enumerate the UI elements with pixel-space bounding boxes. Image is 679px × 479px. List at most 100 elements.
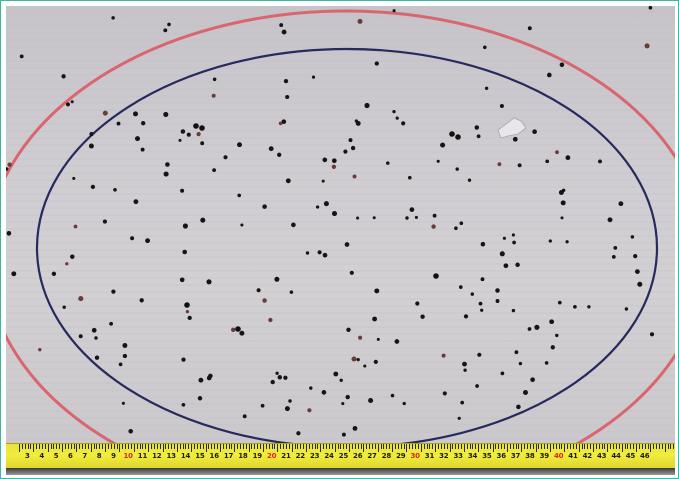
tape-tick — [90, 444, 92, 452]
tape-tick — [420, 444, 422, 452]
outer-red-ring — [6, 9, 675, 475]
tape-tick — [205, 444, 207, 452]
tape-minor-tick — [354, 444, 356, 449]
pellet-hole — [268, 146, 274, 152]
pellet-hole — [111, 16, 115, 20]
tape-minor-tick — [208, 444, 210, 449]
tape-minor-tick — [182, 444, 184, 449]
tape-tick — [219, 444, 221, 452]
tape-minor-tick — [194, 444, 196, 449]
pellet-hole — [130, 236, 135, 241]
tape-minor-tick — [472, 444, 474, 449]
pellet-hole — [454, 226, 458, 230]
pellet-hole — [357, 18, 363, 24]
pellet-hole — [277, 152, 282, 157]
tape-minor-tick — [202, 444, 204, 449]
pellet-hole — [474, 125, 480, 130]
pellet-hole — [458, 285, 463, 289]
pellet-hole — [565, 240, 569, 244]
pellet-hole — [230, 327, 236, 333]
tape-minor-tick — [44, 444, 46, 449]
tape-minor-tick — [475, 444, 477, 449]
pellet-hole — [611, 255, 616, 259]
tape-minor-tick — [633, 444, 635, 449]
pellet-hole — [478, 301, 483, 306]
pellet-hole — [78, 296, 84, 302]
tape-minor-tick — [122, 444, 124, 449]
tape-tick — [406, 444, 408, 452]
tape-minor-tick — [27, 444, 29, 449]
pellet-hole — [132, 111, 139, 117]
tape-minor-tick — [581, 444, 583, 449]
tape-minor-tick — [323, 444, 325, 449]
pellet-hole — [73, 224, 78, 229]
pellet-hole — [503, 263, 509, 269]
tape-minor-tick — [268, 444, 270, 449]
tape-minor-tick — [156, 444, 158, 449]
tape-tick — [262, 444, 264, 452]
pellet-hole — [395, 116, 399, 120]
pellet-hole — [291, 222, 296, 228]
tape-tick — [148, 444, 150, 452]
tape-minor-tick — [257, 444, 259, 449]
pellet-hole — [178, 138, 182, 142]
pellet-hole — [186, 132, 191, 137]
pellet-hole — [635, 269, 640, 274]
tape-number: 25 — [338, 452, 349, 460]
pellet-hole — [262, 204, 267, 209]
pellet-hole — [51, 271, 57, 276]
pellet-hole — [139, 298, 144, 303]
pellet-hole — [66, 102, 70, 107]
tape-minor-tick — [30, 444, 32, 449]
pellet-hole — [240, 223, 244, 227]
pellet-hole — [618, 201, 624, 207]
pellet-hole — [163, 171, 169, 177]
pellet-hole — [199, 125, 205, 131]
pellet-hole — [415, 301, 420, 306]
tape-number: 41 — [568, 452, 578, 460]
pellet-hole — [368, 397, 374, 404]
tape-number: 29 — [396, 452, 406, 460]
pellet-hole — [441, 353, 446, 358]
pellet-hole — [19, 54, 24, 59]
pellet-hole — [113, 188, 117, 192]
pellet-hole — [565, 155, 571, 161]
pellet-hole — [497, 162, 502, 167]
tape-minor-tick — [346, 444, 348, 449]
tape-minor-tick — [151, 444, 153, 449]
pellet-hole — [212, 77, 217, 82]
pellet-hole — [409, 207, 415, 212]
pellet-hole — [196, 131, 201, 137]
pellet-hole — [613, 246, 618, 250]
tape-minor-tick — [587, 444, 589, 449]
pellet-hole — [262, 298, 267, 303]
tape-minor-tick — [504, 444, 506, 449]
pellet-hole — [358, 335, 363, 340]
tape-number: 28 — [381, 452, 392, 460]
pellet-hole — [331, 211, 338, 217]
pellet-hole — [432, 213, 437, 218]
tape-minor-tick — [340, 444, 342, 449]
tape-tick — [363, 444, 365, 452]
pellet-hole — [180, 188, 185, 193]
pellet-hole — [6, 230, 12, 236]
pellet-hole — [372, 316, 378, 322]
pellet-hole — [455, 134, 461, 140]
pellet-hole — [184, 302, 190, 308]
tape-minor-tick — [423, 444, 425, 449]
pellet-hole — [436, 159, 440, 163]
tape-minor-tick — [70, 444, 72, 449]
tape-number: 42 — [582, 452, 593, 460]
pellet-hole — [532, 129, 537, 135]
tape-number: 15 — [195, 452, 205, 460]
tape-minor-tick — [360, 444, 362, 449]
pellet-hole — [344, 242, 350, 247]
pellet-hole — [607, 217, 613, 223]
pellet-hole — [457, 416, 461, 420]
tape-minor-tick — [561, 444, 563, 449]
tape-tick — [535, 444, 537, 452]
tape-minor-tick — [372, 444, 373, 449]
pellet-hole — [518, 361, 523, 366]
pellet-hole — [534, 324, 540, 330]
pellet-hole — [116, 121, 121, 126]
